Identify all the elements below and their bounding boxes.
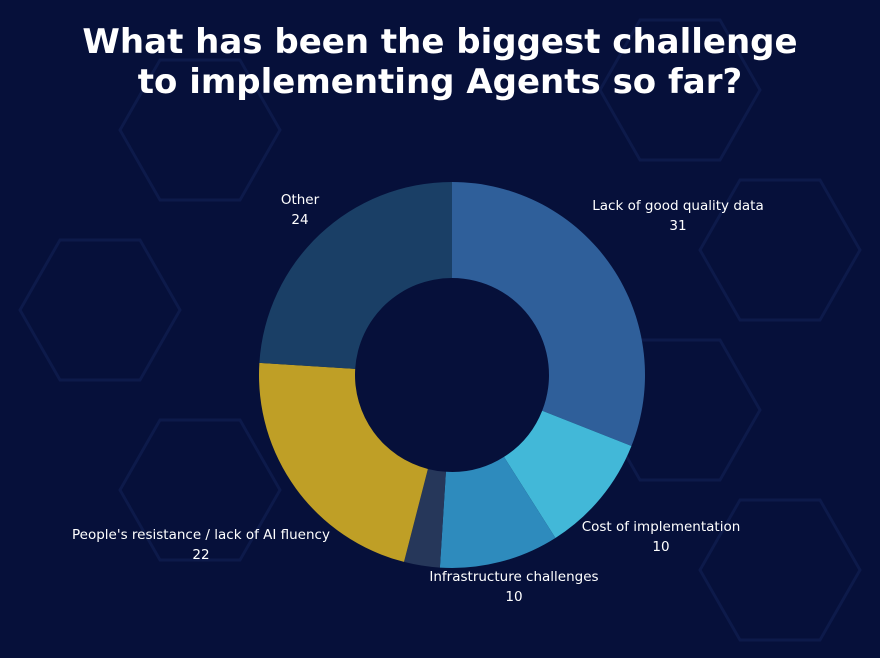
slice-label: Other xyxy=(281,192,320,208)
donut-slice xyxy=(404,468,446,568)
slice-label: People's resistance / lack of AI fluency xyxy=(72,527,330,543)
donut-slice xyxy=(503,410,632,538)
donut-slice xyxy=(439,456,556,568)
slice-value: 24 xyxy=(291,212,308,228)
slice-value: 10 xyxy=(505,589,522,605)
background-hexagons xyxy=(18,18,862,642)
slice-value: 31 xyxy=(669,218,686,234)
slice-value: 22 xyxy=(192,547,209,563)
slice-label: Infrastructure challenges xyxy=(429,569,598,585)
slice-label: Cost of implementation xyxy=(582,519,741,535)
donut-slice xyxy=(259,182,452,369)
donut-slice xyxy=(452,182,645,447)
slice-label: Lack of good quality data xyxy=(592,198,763,214)
slice-value: 10 xyxy=(652,539,669,555)
donut-slice xyxy=(259,362,428,562)
chart-title: What has been the biggest challenge to i… xyxy=(82,22,798,102)
